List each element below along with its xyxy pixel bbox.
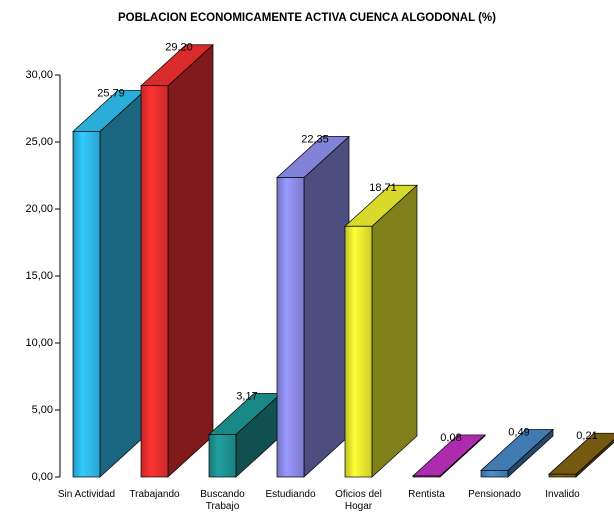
bar bbox=[548, 473, 577, 478]
value-label: 0,08 bbox=[440, 432, 461, 444]
y-tick-label: 5,00 bbox=[32, 404, 53, 416]
bar bbox=[480, 470, 509, 478]
value-label: 18,71 bbox=[369, 182, 397, 194]
x-tick-label: Rentista bbox=[408, 489, 445, 500]
value-label: 3,17 bbox=[236, 390, 257, 402]
y-tick-label: 25,00 bbox=[25, 136, 53, 148]
y-tick-label: 20,00 bbox=[25, 203, 53, 215]
value-label: 0,49 bbox=[508, 426, 529, 438]
y-tick-label: 15,00 bbox=[25, 270, 53, 282]
bar bbox=[140, 85, 169, 478]
bar bbox=[208, 434, 237, 478]
y-tick-label: 30,00 bbox=[25, 69, 53, 81]
value-label: 0,21 bbox=[576, 430, 597, 442]
bar-side bbox=[371, 184, 418, 478]
x-tick-label: Pensionado bbox=[468, 489, 521, 500]
x-tick-label: Sin Actividad bbox=[57, 489, 116, 500]
bar-side bbox=[303, 135, 350, 478]
x-tick-label: Estudiando bbox=[265, 489, 316, 500]
value-label: 25,79 bbox=[97, 87, 125, 99]
value-label: 22,35 bbox=[301, 133, 329, 145]
bar bbox=[344, 225, 373, 478]
y-tick-label: 0,00 bbox=[32, 471, 53, 483]
bar bbox=[72, 131, 101, 478]
x-tick-label: Oficios del Hogar bbox=[335, 489, 382, 512]
bar bbox=[412, 475, 441, 478]
x-tick-label: Invalido bbox=[545, 489, 580, 500]
y-tick-label: 10,00 bbox=[25, 337, 53, 349]
x-tick-label: Buscando Trabajo bbox=[200, 489, 245, 512]
bar-side bbox=[99, 89, 146, 478]
chart-title: POBLACION ECONOMICAMENTE ACTIVA CUENCA A… bbox=[118, 12, 496, 24]
value-label: 29,20 bbox=[165, 42, 193, 54]
bar-side bbox=[167, 43, 214, 478]
x-tick-label: Trabajando bbox=[129, 489, 180, 500]
bar bbox=[276, 177, 305, 478]
